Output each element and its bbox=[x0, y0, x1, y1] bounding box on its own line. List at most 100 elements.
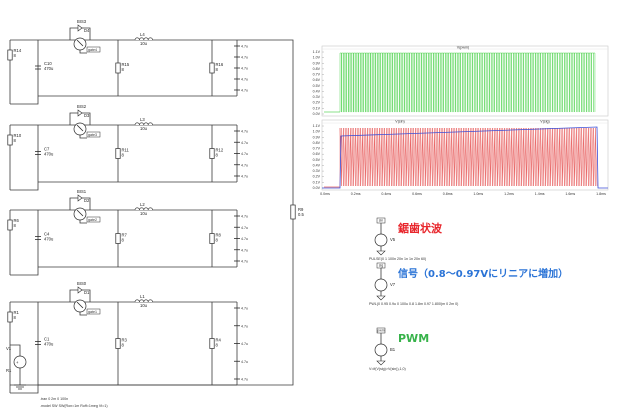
ytick-bottom: 0.8V bbox=[313, 141, 321, 145]
inductor-value: 10u bbox=[140, 41, 148, 46]
cap-value: 470u bbox=[44, 152, 54, 157]
inductor bbox=[134, 299, 153, 303]
signal-ramp bbox=[322, 126, 608, 189]
bank-cap-value: 4.7u bbox=[241, 141, 248, 145]
pwm-trace bbox=[324, 52, 596, 113]
gate-wire bbox=[79, 50, 87, 54]
bank-cap-value: 4.7u bbox=[241, 45, 248, 49]
source-symbol bbox=[374, 233, 388, 247]
source-resistor-name: R6 bbox=[14, 218, 20, 223]
bank-cap-value: 4.7u bbox=[241, 342, 248, 346]
switch-transistor bbox=[73, 207, 87, 221]
diode-symbol bbox=[77, 109, 83, 117]
gate-net-box bbox=[86, 131, 101, 138]
stage-return bbox=[10, 96, 39, 105]
xtick: 1.4ms bbox=[535, 192, 545, 196]
load-value: 0.5 bbox=[298, 212, 304, 217]
ytick-top: 0.7V bbox=[313, 73, 321, 77]
gate-net-label: gate4 bbox=[88, 48, 97, 52]
stage-return bbox=[10, 182, 39, 191]
ytick-top: 0.8V bbox=[313, 67, 321, 71]
source-ground bbox=[376, 295, 386, 301]
ytick-bottom: 0.2V bbox=[313, 175, 321, 179]
waveform-plot[interactable]: V(pwm) 1.1V1.0V0.9V0.8V0.7V0.6V0.5V0.4V0… bbox=[313, 45, 609, 197]
diode-symbol bbox=[77, 286, 83, 294]
ytick-bottom: 0.7V bbox=[313, 147, 321, 151]
mid-resistor bbox=[115, 148, 121, 159]
inductor-name: L2 bbox=[140, 202, 145, 207]
source-resistor-val: 8 bbox=[14, 315, 17, 320]
mid-resistor bbox=[115, 338, 121, 349]
spice-tran: .tran 0 2m 0 100n bbox=[40, 397, 68, 401]
ytick-top: 0.2V bbox=[313, 101, 321, 105]
plot-pane-top bbox=[321, 45, 609, 117]
mid-resistor-name: R11 bbox=[122, 148, 130, 153]
ytick-bottom: 0.5V bbox=[313, 158, 321, 162]
xtick: 0.2ms bbox=[351, 192, 361, 196]
switch-blade bbox=[76, 209, 84, 217]
xtick: 1.0ms bbox=[473, 192, 483, 196]
ytick-top: 0.5V bbox=[313, 84, 321, 88]
mid-resistor bbox=[115, 233, 121, 244]
load-name: R9 bbox=[298, 207, 304, 212]
cap-value: 470u bbox=[44, 342, 54, 347]
bank-cap-value: 4.7u bbox=[241, 163, 248, 167]
mid-resistor-val: 8 bbox=[216, 238, 219, 243]
diode-symbol bbox=[77, 194, 83, 202]
top-yticks: 1.1V 1.0V0.9V 0.8V 0.7V0.6V 0.5V0.4V 0.3V 0.2V… bbox=[313, 50, 324, 116]
mid-resistor-val: 8 bbox=[122, 67, 125, 72]
xtick: 1.2ms bbox=[504, 192, 514, 196]
source-ground bbox=[376, 360, 386, 366]
xtick: 0.8ms bbox=[443, 192, 453, 196]
ytick-bottom: 0.9V bbox=[313, 135, 321, 139]
transistor-name: BIS3 bbox=[77, 19, 87, 24]
source-title: 鋸歯状波 bbox=[398, 221, 443, 235]
cap-name: C10 bbox=[44, 61, 52, 66]
switch-transistor bbox=[73, 299, 87, 313]
source-resistor-name: R1 bbox=[14, 310, 20, 315]
ytick-bottom: 0.4V bbox=[313, 163, 321, 167]
mid-resistor bbox=[209, 148, 215, 159]
source-resistor-name: R10 bbox=[14, 133, 22, 138]
legend-bottom-a: V(sin) bbox=[395, 120, 404, 124]
source-name: B1 bbox=[390, 347, 396, 352]
source-node-label: pwm bbox=[377, 329, 385, 333]
ytick-top: 0.1V bbox=[313, 106, 321, 110]
mid-resistor-val: 8 bbox=[216, 67, 219, 72]
inductor bbox=[134, 207, 153, 211]
mid-resistor-name: R3 bbox=[122, 338, 128, 343]
inductor-name: L4 bbox=[140, 32, 145, 37]
source-title: PWM bbox=[398, 332, 429, 345]
source-spec: V=if(V(sig)>V(sin)),1,0) bbox=[369, 367, 406, 371]
mid-resistor-name: R4 bbox=[216, 338, 222, 343]
ytick-top: 0.9V bbox=[313, 61, 321, 65]
mid-resistor-val: 8 bbox=[216, 343, 219, 348]
xtick: 0.6ms bbox=[412, 192, 422, 196]
bank-cap-value: 4.7u bbox=[241, 360, 248, 364]
inductor-name: L3 bbox=[140, 117, 145, 122]
source-resistor bbox=[7, 219, 13, 231]
ground-symbol bbox=[14, 384, 26, 390]
bank-cap-value: 4.7u bbox=[241, 260, 248, 264]
mid-resistor-name: R16 bbox=[216, 62, 224, 67]
cap-value: 470u bbox=[44, 66, 54, 71]
ytick-top: 0.4V bbox=[313, 89, 321, 93]
saw-trace bbox=[322, 126, 608, 189]
stage-return bbox=[10, 385, 39, 394]
bank-cap-value: 4.7u bbox=[241, 215, 248, 219]
source-resistor-name: R14 bbox=[14, 48, 22, 53]
gate-wire bbox=[79, 135, 87, 139]
source-name: V7 bbox=[390, 282, 396, 287]
mid-resistor-name: R15 bbox=[122, 62, 130, 67]
gate-net-box bbox=[86, 308, 101, 315]
legend-bottom-b: V(sig) bbox=[540, 120, 549, 124]
mid-resistor bbox=[209, 233, 215, 244]
ytick-top: 0.6V bbox=[313, 78, 321, 82]
mid-resistor bbox=[209, 62, 215, 74]
mid-resistor-name: R7 bbox=[122, 233, 128, 238]
output-rail bbox=[10, 39, 294, 386]
mid-resistor bbox=[115, 62, 121, 74]
gate-net-label: gate2 bbox=[88, 218, 97, 222]
signal-sources: sin V5 PULSE(0 1 100n 20n 1n 1n 20n 60) 鋸歯状… bbox=[369, 217, 568, 371]
